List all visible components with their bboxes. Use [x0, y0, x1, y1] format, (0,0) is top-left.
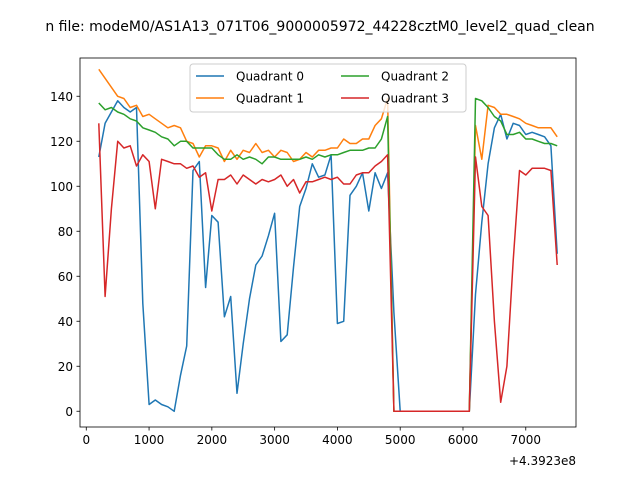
y-tick-label: 140	[50, 90, 73, 104]
legend-box	[189, 63, 467, 113]
legend-label-quadrant-0: Quadrant 0	[236, 70, 304, 84]
series-line-quadrant-3	[98, 123, 558, 413]
x-tick-label: 4000	[322, 433, 353, 447]
y-tick-label: 40	[58, 315, 73, 329]
plot-area: 0 1000 2000 3000 4000 5000 6000 7000 0 20 40 60 80 10…	[50, 57, 577, 447]
y-tick-label: 120	[50, 135, 73, 149]
axes-frame	[79, 57, 577, 428]
legend-label-quadrant-1: Quadrant 1	[236, 92, 304, 106]
x-tick-label: 1000	[134, 433, 165, 447]
legend-label-quadrant-3: Quadrant 3	[381, 92, 449, 106]
x-tick-label: 2000	[197, 433, 228, 447]
series-line-quadrant-1	[98, 68, 558, 413]
y-tick-label: 100	[50, 180, 73, 194]
x-tick-label: 3000	[259, 433, 290, 447]
chart-title: n file: modeM0/AS1A13_071T06_9000005972_…	[45, 19, 594, 35]
x-tick-label: 6000	[448, 433, 479, 447]
legend: Quadrant 0 Quadrant 1 Quadrant 2 Quadrant 3	[189, 63, 467, 113]
y-tick-label: 20	[58, 360, 73, 374]
x-axis-offset-label: +4.3923e8	[509, 454, 576, 468]
x-tick-label: 5000	[385, 433, 416, 447]
legend-label-quadrant-2: Quadrant 2	[381, 70, 449, 84]
y-tick-label: 80	[58, 225, 73, 239]
x-tick-label: 7000	[510, 433, 541, 447]
series-line-quadrant-0	[98, 100, 558, 413]
series-line-quadrant-2	[98, 97, 558, 413]
x-tick-label: 0	[82, 433, 90, 447]
y-tick-label: 0	[65, 405, 73, 419]
y-tick-label: 60	[58, 270, 73, 284]
